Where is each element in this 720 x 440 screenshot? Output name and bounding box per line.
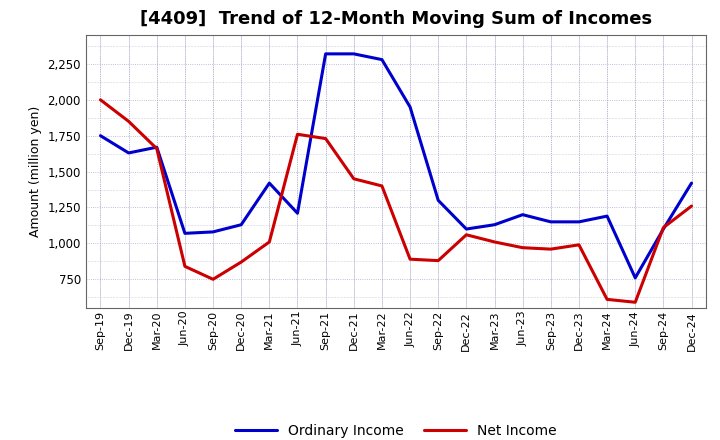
Net Income [406,257,415,262]
Net Income [687,203,696,209]
Ordinary Income [603,213,611,219]
Ordinary Income [125,150,133,156]
Legend: Ordinary Income, Net Income: Ordinary Income, Net Income [230,418,562,440]
Ordinary Income [181,231,189,236]
Net Income [321,136,330,141]
Ordinary Income [687,180,696,186]
Net Income [125,119,133,124]
Net Income [546,246,555,252]
Ordinary Income [237,222,246,227]
Line: Ordinary Income: Ordinary Income [101,54,691,278]
Y-axis label: Amount (million yen): Amount (million yen) [29,106,42,237]
Net Income [603,297,611,302]
Net Income [153,146,161,151]
Ordinary Income [293,211,302,216]
Ordinary Income [349,51,358,56]
Net Income [237,260,246,265]
Ordinary Income [209,229,217,235]
Ordinary Income [153,145,161,150]
Net Income [575,242,583,247]
Ordinary Income [462,227,471,232]
Ordinary Income [434,198,443,203]
Net Income [181,264,189,269]
Net Income [462,232,471,238]
Ordinary Income [265,180,274,186]
Net Income [293,132,302,137]
Ordinary Income [575,219,583,224]
Ordinary Income [406,104,415,110]
Ordinary Income [377,57,386,62]
Ordinary Income [631,275,639,280]
Net Income [434,258,443,263]
Ordinary Income [96,133,105,138]
Net Income [631,300,639,305]
Net Income [518,245,527,250]
Net Income [659,225,667,230]
Net Income [265,239,274,245]
Net Income [490,239,499,245]
Ordinary Income [659,227,667,232]
Net Income [209,277,217,282]
Line: Net Income: Net Income [101,100,691,302]
Ordinary Income [518,212,527,217]
Net Income [349,176,358,181]
Net Income [377,183,386,189]
Ordinary Income [490,222,499,227]
Ordinary Income [321,51,330,56]
Ordinary Income [546,219,555,224]
Net Income [96,97,105,103]
Title: [4409]  Trend of 12-Month Moving Sum of Incomes: [4409] Trend of 12-Month Moving Sum of I… [140,10,652,28]
